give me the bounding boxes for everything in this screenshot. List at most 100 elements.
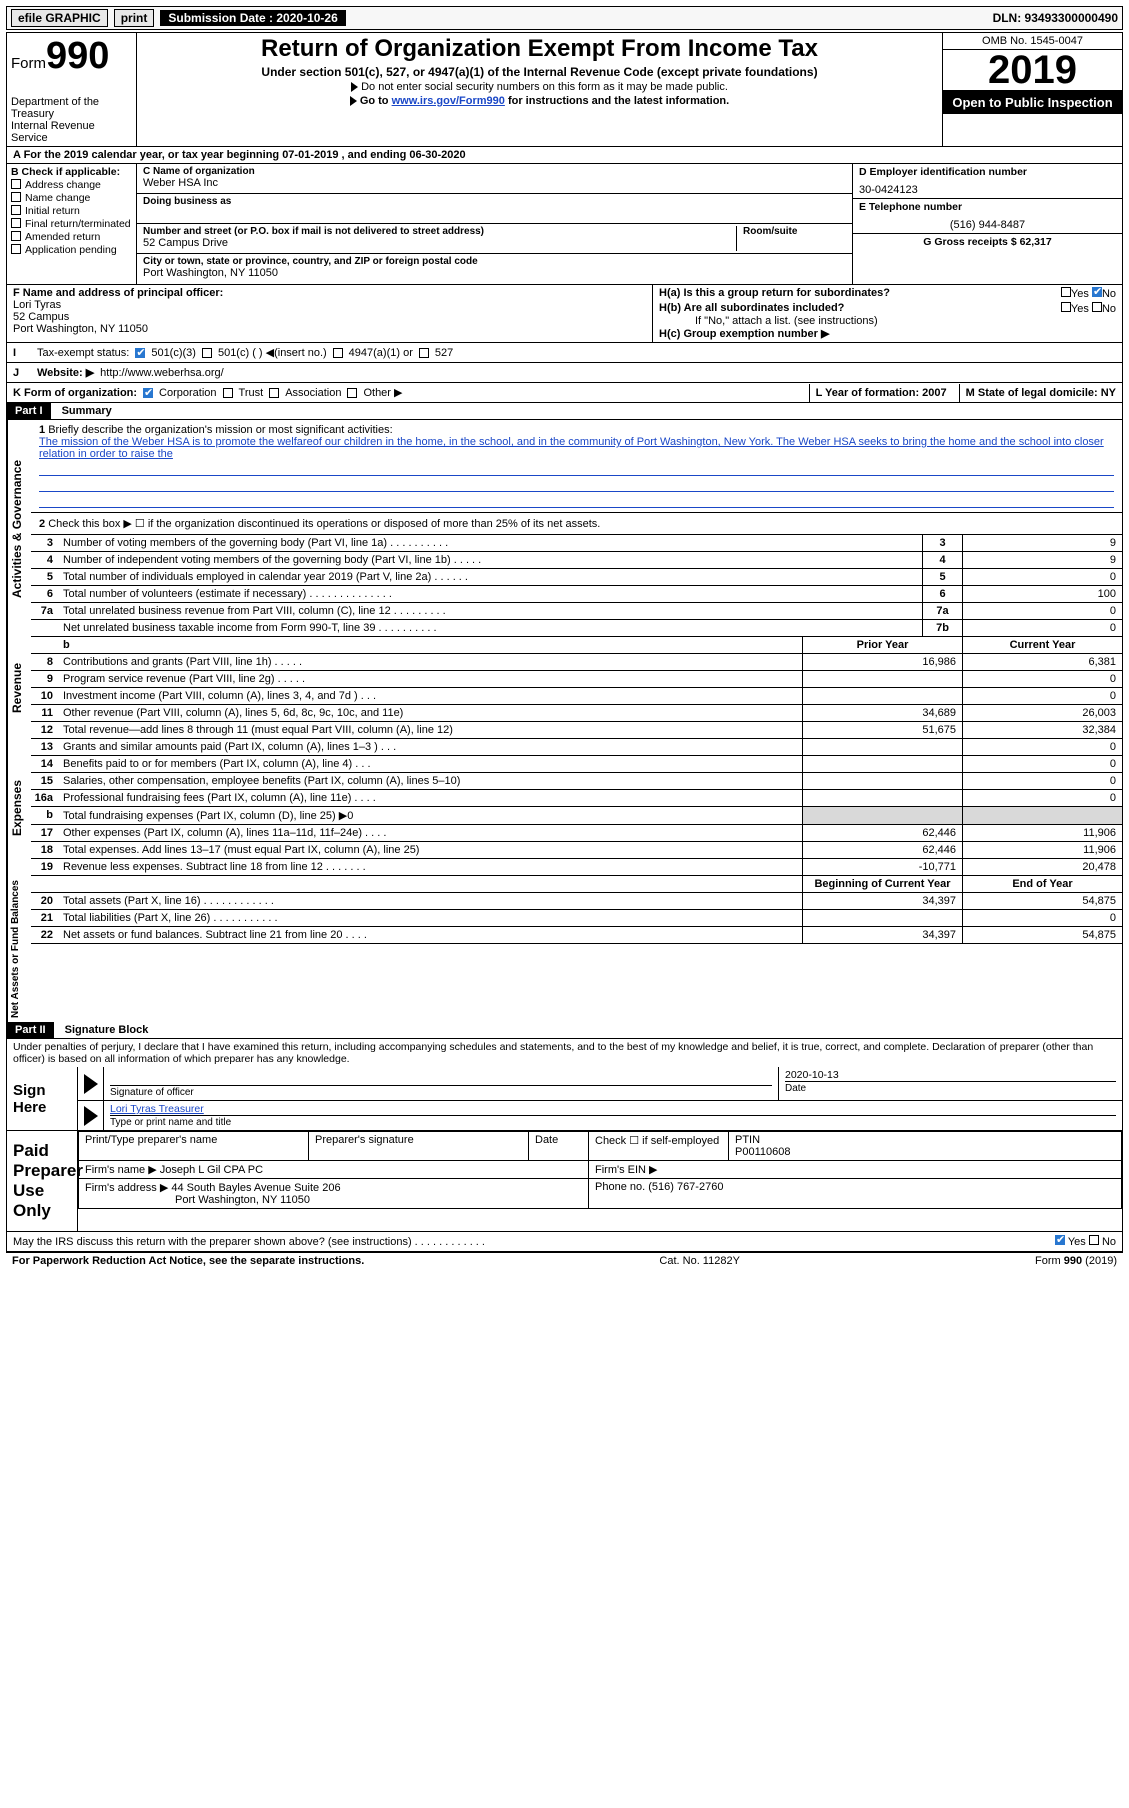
check-app-pending[interactable]: [11, 244, 21, 254]
table-row: 8 Contributions and grants (Part VIII, l…: [31, 654, 1122, 671]
opt-corp: Corporation: [159, 387, 216, 399]
addr-box: Number and street (or P.O. box if mail i…: [137, 224, 852, 254]
table-row: 9 Program service revenue (Part VIII, li…: [31, 671, 1122, 688]
row-cell: 5: [922, 569, 962, 585]
part2-title: Signature Block: [57, 1022, 157, 1038]
row-prior-year: 34,689: [802, 705, 962, 721]
mission-line: [39, 462, 1114, 476]
hb-label: H(b) Are all subordinates included?: [659, 302, 844, 315]
declaration-text: Under penalties of perjury, I declare th…: [7, 1039, 1122, 1067]
check-amended[interactable]: [11, 231, 21, 241]
opt-501c3: 501(c)(3): [151, 347, 196, 359]
row-prior-year: [802, 807, 962, 824]
row-num: 17: [31, 825, 59, 841]
efile-graphic-label: efile GRAPHIC: [11, 9, 108, 27]
form-title: Return of Organization Exempt From Incom…: [143, 35, 936, 63]
check-assoc[interactable]: [269, 388, 279, 398]
discuss-yes-check[interactable]: [1055, 1235, 1065, 1245]
ha-yes-check[interactable]: [1061, 287, 1071, 297]
check-4947[interactable]: [333, 348, 343, 358]
firm-phone: Phone no. (516) 767-2760: [589, 1179, 1122, 1209]
row-current-year: 32,384: [962, 722, 1122, 738]
row-desc: Benefits paid to or for members (Part IX…: [59, 756, 802, 772]
row-num: 3: [31, 535, 59, 551]
row-desc: Total expenses. Add lines 13–17 (must eq…: [59, 842, 802, 858]
ha-label: H(a) Is this a group return for subordin…: [659, 287, 890, 300]
check-final-return[interactable]: [11, 218, 21, 228]
col-prior-year: Prior Year: [802, 637, 962, 653]
sig-date-value: 2020-10-13: [785, 1069, 1116, 1081]
table-row: 17 Other expenses (Part IX, column (A), …: [31, 825, 1122, 842]
hc-label: H(c) Group exemption number ▶: [659, 328, 829, 340]
paid-preparer-label: Paid Preparer Use Only: [7, 1131, 77, 1231]
f-label: F Name and address of principal officer:: [13, 287, 646, 299]
row-cell: 7b: [922, 620, 962, 636]
col-boy: Beginning of Current Year: [802, 876, 962, 892]
activities-governance-section: Activities & Governance 1 Briefly descri…: [7, 420, 1122, 637]
check-address-change[interactable]: [11, 179, 21, 189]
row-desc: Salaries, other compensation, employee b…: [59, 773, 802, 789]
name-title-label: Type or print name and title: [110, 1115, 1116, 1128]
tax-year: 2019: [943, 50, 1122, 91]
no-label: No: [1102, 288, 1116, 300]
gross-receipts: G Gross receipts $ 62,317: [853, 234, 1122, 250]
row-klm: K Form of organization: Corporation Trus…: [7, 383, 1122, 403]
room-label: Room/suite: [736, 226, 846, 251]
submission-date: Submission Date : 2020-10-26: [160, 10, 345, 26]
ptin-value: P00110608: [735, 1146, 790, 1158]
firm-addr1: 44 South Bayles Avenue Suite 206: [171, 1182, 340, 1194]
check-other[interactable]: [347, 388, 357, 398]
row-current-year: 6,381: [962, 654, 1122, 670]
table-row: b Total fundraising expenses (Part IX, c…: [31, 807, 1122, 825]
row-num: 4: [31, 552, 59, 568]
check-501c3[interactable]: [135, 348, 145, 358]
opt-other: Other ▶: [363, 386, 402, 399]
instructions-link[interactable]: www.irs.gov/Form990: [392, 95, 505, 107]
row-prior-year: 16,986: [802, 654, 962, 670]
row-prior-year: 51,675: [802, 722, 962, 738]
firm-addr-label: Firm's address ▶: [85, 1182, 168, 1194]
row-current-year: 11,906: [962, 825, 1122, 841]
hb-no-check[interactable]: [1092, 302, 1102, 312]
check-label: Amended return: [25, 231, 100, 243]
table-row: 19 Revenue less expenses. Subtract line …: [31, 859, 1122, 876]
row-desc: Net assets or fund balances. Subtract li…: [59, 927, 802, 943]
j-label: J: [13, 367, 31, 379]
discuss-no-check[interactable]: [1089, 1235, 1099, 1245]
row-current-year: 0: [962, 739, 1122, 755]
website-value: http://www.weberhsa.org/: [100, 367, 224, 379]
firm-ein-label: Firm's EIN ▶: [589, 1161, 1122, 1179]
row-prior-year: [802, 688, 962, 704]
ha-no-check[interactable]: [1092, 287, 1102, 297]
print-button[interactable]: print: [114, 9, 155, 27]
row-desc: Grants and similar amounts paid (Part IX…: [59, 739, 802, 755]
table-row: 14 Benefits paid to or for members (Part…: [31, 756, 1122, 773]
row-cell: 3: [922, 535, 962, 551]
q1-num: 1: [39, 424, 45, 436]
check-trust[interactable]: [223, 388, 233, 398]
col-eoy: End of Year: [962, 876, 1122, 892]
pt-sig-label: Preparer's signature: [309, 1132, 529, 1161]
check-527[interactable]: [419, 348, 429, 358]
row-num: 21: [31, 910, 59, 926]
table-row: 4 Number of independent voting members o…: [31, 552, 1122, 569]
opt-4947: 4947(a)(1) or: [349, 347, 413, 359]
check-corporation[interactable]: [143, 388, 153, 398]
check-501c[interactable]: [202, 348, 212, 358]
f-addr2: Port Washington, NY 11050: [13, 323, 646, 335]
opt-trust: Trust: [239, 387, 264, 399]
ein-value: 30-0424123: [859, 184, 1116, 196]
check-label: Initial return: [25, 205, 80, 217]
check-initial-return[interactable]: [11, 205, 21, 215]
check-name-change[interactable]: [11, 192, 21, 202]
row-num: 10: [31, 688, 59, 704]
pt-check-label: Check ☐ if self-employed: [589, 1132, 729, 1161]
table-row: 16a Professional fundraising fees (Part …: [31, 790, 1122, 807]
discuss-row: May the IRS discuss this return with the…: [7, 1232, 1122, 1252]
sign-here-label: Sign Here: [7, 1067, 77, 1130]
table-row: 13 Grants and similar amounts paid (Part…: [31, 739, 1122, 756]
header-line2-post: for instructions and the latest informat…: [505, 95, 729, 107]
check-label: Address change: [25, 179, 101, 191]
m-label: M State of legal domicile: NY: [966, 387, 1116, 399]
hb-yes-check[interactable]: [1061, 302, 1071, 312]
